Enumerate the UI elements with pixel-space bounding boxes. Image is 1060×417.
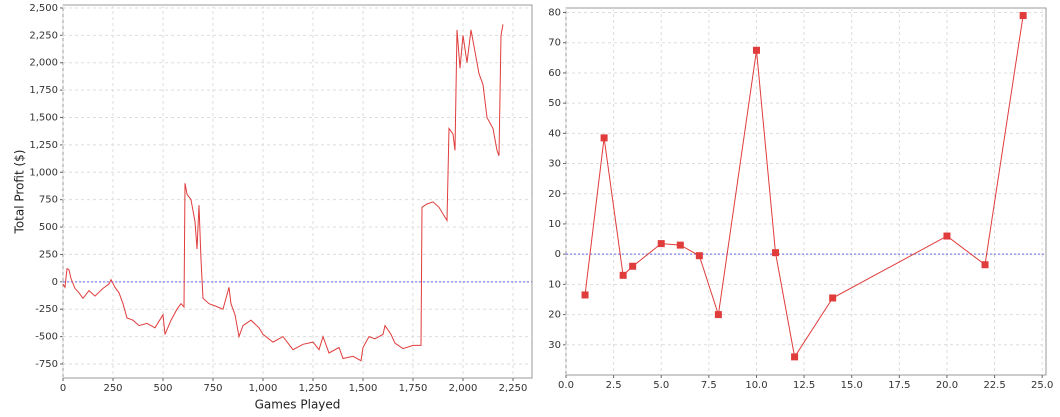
- y-tick-label: 50: [548, 98, 561, 109]
- y-tick-label: -750: [35, 359, 58, 370]
- x-tick-label: 10.0: [745, 380, 767, 391]
- data-line: [62, 24, 504, 362]
- data-point: [829, 294, 837, 302]
- x-tick-label: 5.0: [653, 380, 669, 391]
- y-tick-label: 10: [548, 219, 561, 230]
- y-tick-label: 0: [555, 249, 561, 260]
- y-tick-label: 2,500: [29, 3, 58, 14]
- data-point: [581, 291, 589, 299]
- y-tick-label: -500: [35, 332, 58, 343]
- y-tick-label: 1,000: [29, 167, 58, 178]
- y-tick-label: 1,750: [29, 85, 58, 96]
- x-tick-label: 20.0: [936, 380, 958, 391]
- y-tick-label: -250: [35, 304, 58, 315]
- y-tick-label: 60: [548, 68, 561, 79]
- data-point: [714, 311, 722, 319]
- data-point: [629, 262, 637, 270]
- x-tick-label: 1,750: [399, 383, 428, 394]
- x-tick-label: 1,000: [249, 383, 278, 394]
- data-point: [752, 46, 760, 54]
- y-tick-label: 80: [548, 8, 561, 19]
- y-tick-label: 2,250: [29, 30, 58, 41]
- y-tick-label: 1,500: [29, 113, 58, 124]
- y-tick-label: 40: [548, 128, 561, 139]
- y-tick-label: 30: [548, 340, 561, 351]
- x-tick-label: 2.5: [606, 380, 622, 391]
- y-tick-label: 1,250: [29, 140, 58, 151]
- y-tick-label: 20: [548, 310, 561, 321]
- data-point: [657, 240, 665, 248]
- y-tick-label: 30: [548, 159, 561, 170]
- y-tick-label: 250: [39, 249, 58, 260]
- data-point: [981, 261, 989, 269]
- x-tick-label: 2,250: [499, 383, 528, 394]
- y-tick-label: 750: [39, 195, 58, 206]
- y-tick-label: 500: [39, 222, 58, 233]
- plot-area: [62, 4, 533, 379]
- y-tick-label: 70: [548, 38, 561, 49]
- data-point: [695, 252, 703, 260]
- x-tick-label: 17.5: [888, 380, 910, 391]
- x-tick-label: 2,000: [449, 383, 478, 394]
- x-tick-label: 0: [60, 383, 66, 394]
- x-tick-label: 22.5: [983, 380, 1005, 391]
- data-point: [772, 249, 780, 257]
- data-point: [1019, 12, 1027, 20]
- plot-area: [565, 7, 1047, 376]
- x-tick-label: 1,500: [349, 383, 378, 394]
- data-point: [943, 232, 951, 240]
- x-tick-label: 500: [153, 383, 172, 394]
- y-tick-label: 2,000: [29, 58, 58, 69]
- y-axis-title: Total Profit ($): [13, 150, 27, 235]
- x-tick-label: 15.0: [841, 380, 863, 391]
- x-tick-label: 1,250: [299, 383, 328, 394]
- x-tick-label: 250: [103, 383, 122, 394]
- data-point: [600, 134, 608, 142]
- x-tick-label: 12.5: [793, 380, 815, 391]
- y-tick-label: 10: [548, 279, 561, 290]
- y-tick-label: 20: [548, 189, 561, 200]
- x-tick-label: 25.0: [1031, 380, 1053, 391]
- data-point: [619, 271, 627, 279]
- x-tick-label: 750: [203, 383, 222, 394]
- x-axis-title: Games Played: [255, 398, 341, 412]
- x-tick-label: 7.5: [701, 380, 717, 391]
- data-point: [791, 353, 799, 361]
- y-tick-label: 0: [52, 277, 58, 288]
- x-tick-label: 0.0: [558, 380, 574, 391]
- data-point: [676, 241, 684, 249]
